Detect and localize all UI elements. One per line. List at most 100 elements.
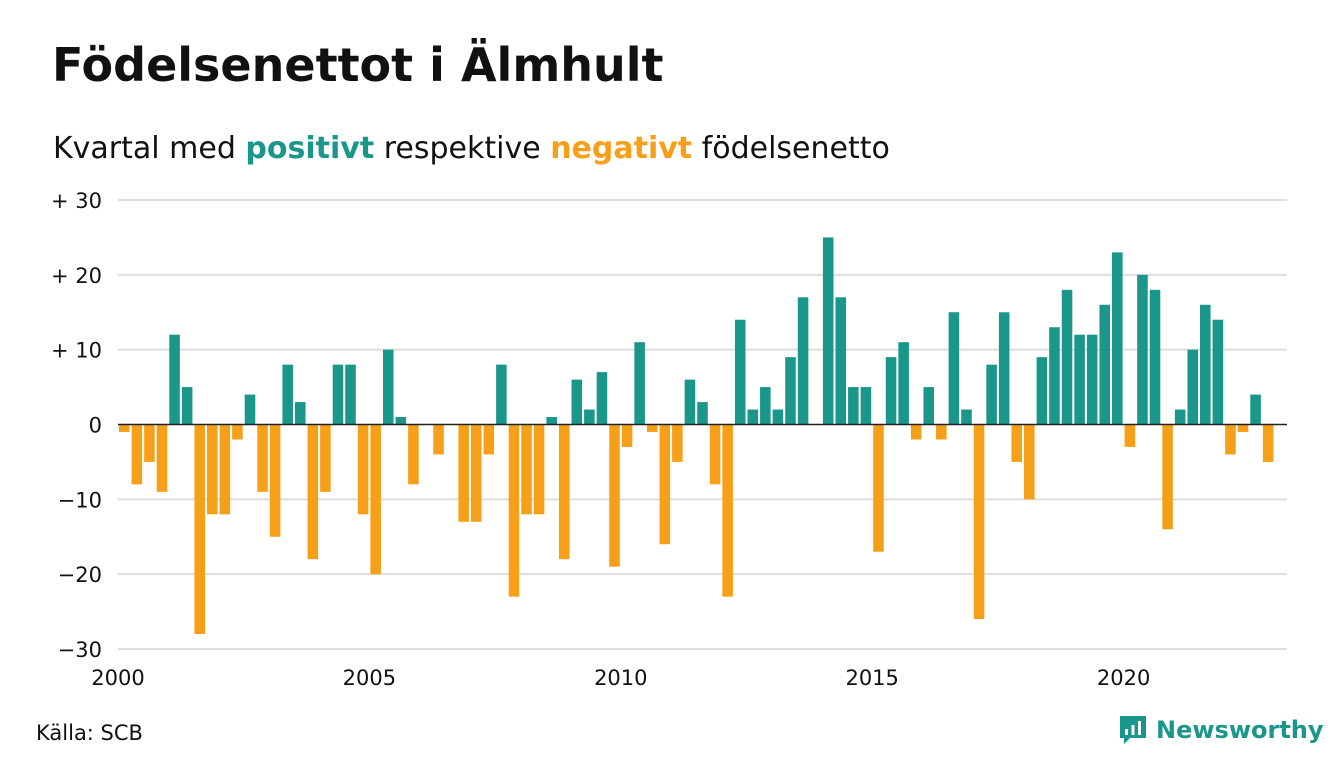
bar-negative bbox=[408, 424, 419, 485]
bar-negative bbox=[521, 424, 532, 515]
bar-negative bbox=[533, 424, 545, 515]
bar-positive bbox=[785, 357, 796, 425]
bar-negative bbox=[269, 424, 281, 537]
bar-positive bbox=[747, 409, 759, 425]
x-tick-label: 2010 bbox=[594, 666, 647, 690]
bar-positive bbox=[1250, 394, 1261, 425]
y-tick-label: + 20 bbox=[51, 264, 102, 288]
brand-logo: Newsworthy bbox=[1118, 714, 1324, 746]
bar-positive bbox=[345, 364, 356, 425]
bar-negative bbox=[1237, 424, 1249, 432]
source-note: Källa: SCB bbox=[36, 721, 143, 745]
bar-positive bbox=[822, 237, 834, 425]
bar-positive bbox=[169, 334, 180, 425]
bar-negative bbox=[936, 424, 947, 440]
chart-subtitle: Kvartal med positivt respektive negativt… bbox=[53, 131, 890, 166]
bar-positive bbox=[282, 364, 293, 425]
bar-negative bbox=[307, 424, 319, 560]
bar-positive bbox=[244, 394, 256, 425]
bar-positive bbox=[1086, 334, 1098, 425]
bar-positive bbox=[382, 349, 394, 425]
bar-negative bbox=[131, 424, 143, 485]
bar-negative bbox=[1124, 424, 1136, 447]
bar-negative bbox=[709, 424, 721, 485]
bar-negative bbox=[672, 424, 683, 462]
bar-positive bbox=[684, 379, 696, 425]
bar-negative bbox=[458, 424, 469, 522]
bar-negative bbox=[1011, 424, 1023, 462]
bar-positive bbox=[1174, 409, 1186, 425]
bar-negative bbox=[119, 424, 130, 432]
subtitle-positive-label: positivt bbox=[245, 131, 375, 166]
bar-negative bbox=[370, 424, 381, 575]
bar-negative bbox=[558, 424, 570, 560]
bar-negative bbox=[433, 424, 444, 455]
bar-negative bbox=[873, 424, 884, 552]
bar-negative bbox=[659, 424, 671, 545]
bar-positive bbox=[1187, 349, 1199, 425]
bar-negative bbox=[910, 424, 922, 440]
y-tick-label: + 10 bbox=[51, 339, 102, 363]
bar-positive bbox=[697, 402, 708, 425]
chart-title: Födelsenettot i Älmhult bbox=[52, 38, 664, 92]
bar-positive bbox=[1149, 289, 1161, 425]
bar-negative bbox=[470, 424, 482, 522]
bar-negative bbox=[257, 424, 268, 492]
bar-positive bbox=[1036, 357, 1048, 425]
y-tick-label: + 30 bbox=[51, 189, 102, 213]
bar-positive bbox=[1112, 252, 1123, 425]
bar-positive bbox=[571, 379, 583, 425]
bar-negative bbox=[320, 424, 331, 492]
bar-positive bbox=[772, 409, 784, 425]
bar-negative bbox=[508, 424, 520, 597]
bar-positive bbox=[948, 312, 960, 425]
bar-positive bbox=[923, 387, 935, 425]
bar-negative bbox=[609, 424, 620, 567]
y-tick-label: −20 bbox=[58, 563, 102, 587]
x-tick-label: 2000 bbox=[91, 666, 144, 690]
x-tick-label: 2015 bbox=[845, 666, 898, 690]
bar-negative bbox=[1024, 424, 1035, 500]
bar-positive bbox=[546, 417, 557, 425]
bar-negative bbox=[206, 424, 218, 515]
bar-positive bbox=[1099, 304, 1111, 425]
bar-positive bbox=[634, 342, 645, 425]
bar-negative bbox=[646, 424, 658, 432]
bar-positive bbox=[395, 417, 407, 425]
bar-positive bbox=[898, 342, 909, 425]
y-tick-label: 0 bbox=[89, 414, 102, 438]
brand-name: Newsworthy bbox=[1156, 716, 1324, 744]
bar-negative bbox=[232, 424, 243, 440]
bar-positive bbox=[1049, 327, 1060, 425]
bar-negative bbox=[1225, 424, 1236, 455]
bar-positive bbox=[998, 312, 1010, 425]
bar-positive bbox=[848, 387, 859, 425]
bar-positive bbox=[584, 409, 595, 425]
subtitle-suffix: födelsenetto bbox=[692, 131, 890, 166]
bar-positive bbox=[294, 402, 306, 425]
bar-negative bbox=[194, 424, 205, 635]
x-tick-label: 2005 bbox=[343, 666, 396, 690]
bar-positive bbox=[885, 357, 897, 425]
y-tick-label: −10 bbox=[58, 488, 102, 512]
bar-positive bbox=[496, 364, 507, 425]
bar-negative bbox=[144, 424, 155, 462]
subtitle-negative-label: negativt bbox=[550, 131, 693, 166]
bar-negative bbox=[483, 424, 495, 455]
y-tick-label: −30 bbox=[58, 638, 102, 662]
bar-negative bbox=[722, 424, 733, 597]
bar-positive bbox=[760, 387, 771, 425]
subtitle-prefix: Kvartal med bbox=[53, 131, 246, 166]
bar-positive bbox=[1061, 289, 1073, 425]
bar-positive bbox=[1074, 334, 1085, 425]
bar-positive bbox=[1212, 319, 1224, 425]
bar-negative bbox=[156, 424, 168, 492]
bar-positive bbox=[1200, 304, 1211, 425]
bar-positive bbox=[1137, 274, 1148, 425]
bar-positive bbox=[835, 297, 847, 425]
bar-positive bbox=[860, 387, 872, 425]
bar-negative bbox=[1262, 424, 1274, 462]
bar-positive bbox=[734, 319, 746, 425]
bar-negative bbox=[1162, 424, 1173, 530]
bar-positive bbox=[181, 387, 193, 425]
